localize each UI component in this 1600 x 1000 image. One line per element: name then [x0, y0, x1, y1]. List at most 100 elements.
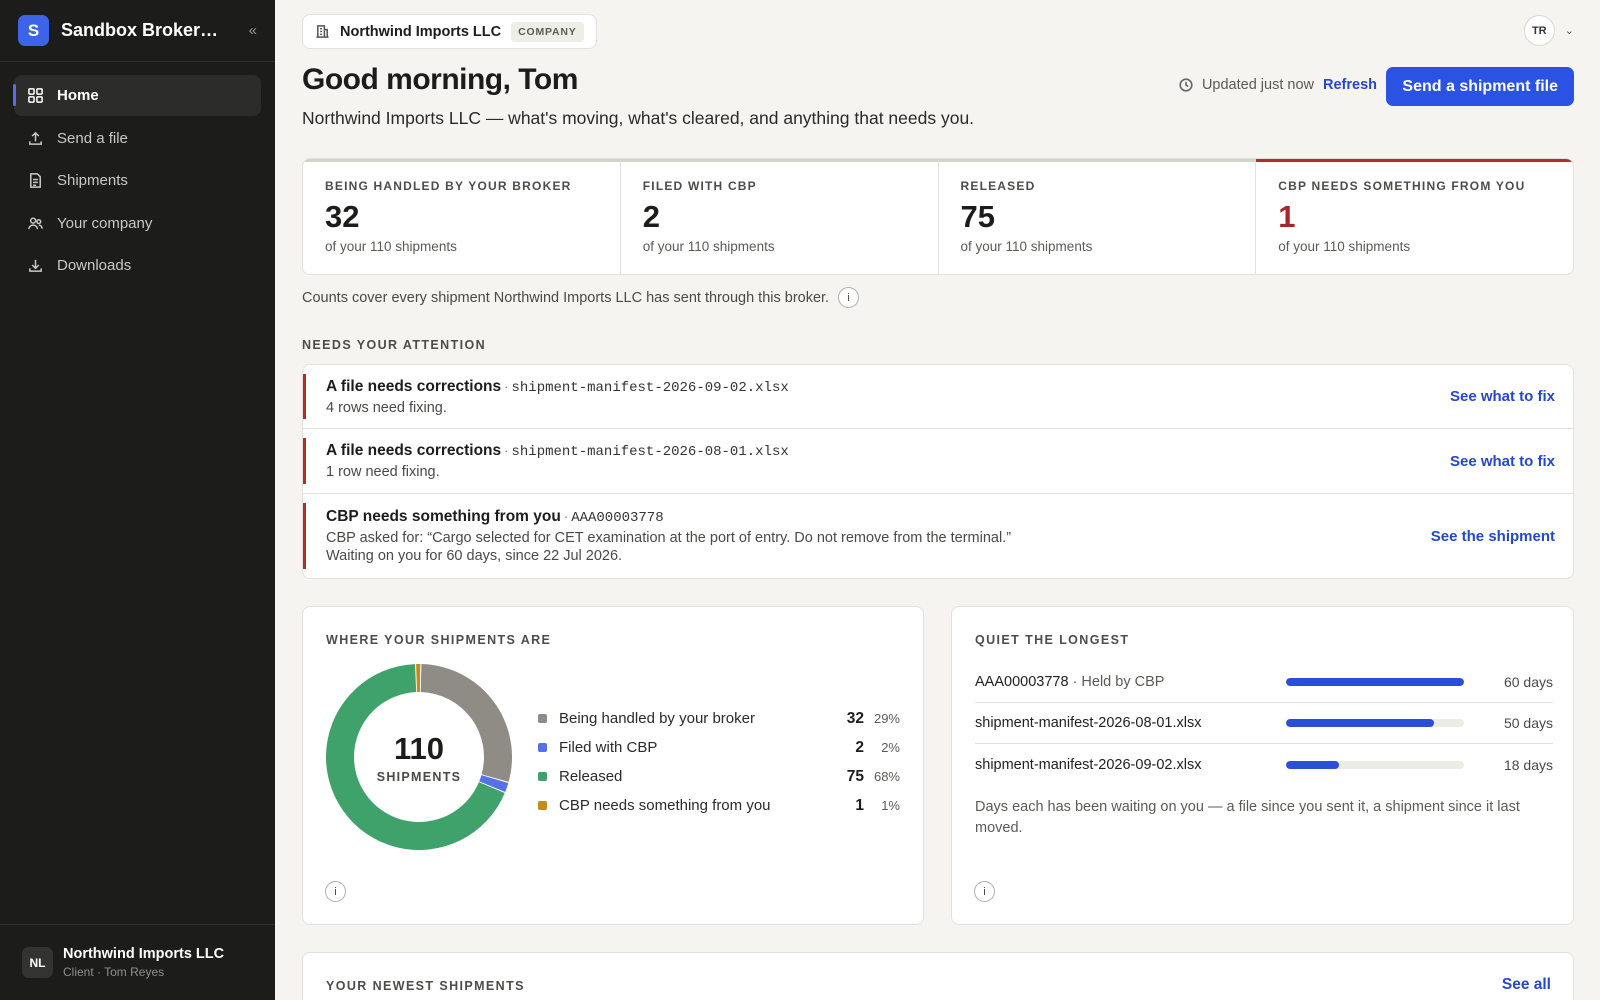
- stat-label: BEING HANDLED BY YOUR BROKER: [325, 179, 572, 193]
- clock-icon: [1179, 78, 1193, 92]
- quiet-item-ref: AAA00003778: [975, 674, 1069, 690]
- company-tag: COMPANY: [511, 21, 584, 42]
- stat-label: CBP NEEDS SOMETHING FROM YOU: [1278, 179, 1526, 193]
- refresh-button[interactable]: Refresh: [1323, 77, 1377, 93]
- donut-slice-1: [420, 664, 512, 782]
- info-icon[interactable]: i: [325, 881, 346, 902]
- sidebar-item-downloads[interactable]: Downloads: [14, 245, 261, 286]
- attention-item[interactable]: A file needs corrections · shipment-manife…: [303, 429, 1573, 494]
- legend-label: Released: [559, 768, 623, 785]
- chart-legend: Being handled by your broker 32 29% File…: [538, 704, 900, 820]
- legend-swatch: [538, 772, 547, 781]
- separator: ·: [563, 509, 569, 524]
- see-all-link[interactable]: See all: [1501, 976, 1551, 993]
- sidebar-item-label: Your company: [57, 214, 153, 232]
- quiet-row[interactable]: shipment-manifest-2026-09-02.xlsx 18 day…: [975, 744, 1553, 785]
- stat-sub: of your 110 shipments: [642, 239, 775, 254]
- quiet-item-ref: shipment-manifest-2026-08-01.xlsx: [975, 715, 1202, 731]
- card-title: WHERE YOUR SHIPMENTS ARE: [326, 633, 552, 647]
- sidebar-item-label: Home: [57, 87, 99, 104]
- legend-swatch: [538, 743, 547, 752]
- quiet-item-ref: shipment-manifest-2026-09-02.xlsx: [975, 756, 1202, 773]
- sidebar-item-home[interactable]: Home: [13, 75, 261, 116]
- shipments-distribution-card: WHERE YOUR SHIPMENTS ARE 110 SHIPMENTS B…: [302, 606, 924, 925]
- legend-count: 75: [846, 767, 864, 785]
- attention-reference: AAA00003778: [571, 510, 664, 526]
- user-menu[interactable]: TR ⌄: [1523, 15, 1574, 46]
- stat-cbp-needs-you[interactable]: CBP NEEDS SOMETHING FROM YOU 1 of your 1…: [1256, 159, 1573, 274]
- attention-item[interactable]: CBP needs something from you · AAA00003778…: [303, 494, 1573, 578]
- company-name: Northwind Imports LLC: [340, 23, 502, 40]
- quiet-days-fill: [1286, 760, 1340, 769]
- quiet-row[interactable]: AAA00003778 · Held by CBP 60 days: [975, 662, 1553, 703]
- quiet-days-bar: [1286, 760, 1464, 769]
- stat-released[interactable]: RELEASED 75 of your 110 shipments: [938, 159, 1257, 274]
- quiet-days: 60 days: [1503, 674, 1553, 690]
- info-icon[interactable]: i: [838, 287, 860, 308]
- quiet-item-name: shipment-manifest-2026-08-01.xlsx: [975, 715, 1286, 731]
- attention-list: A file needs corrections · shipment-manife…: [302, 364, 1574, 579]
- card-title: QUIET THE LONGEST: [975, 633, 1130, 647]
- account-name: Northwind Imports LLC: [63, 946, 225, 962]
- see-the-shipment-link[interactable]: See the shipment: [1430, 527, 1555, 545]
- updated-text: Updated just now: [1201, 77, 1314, 93]
- stat-value: 32: [325, 199, 360, 234]
- attention-item[interactable]: A file needs corrections · shipment-manife…: [303, 365, 1573, 429]
- donut-slice-4: [416, 664, 421, 693]
- donut-total: 110: [393, 730, 444, 766]
- attention-title: A file needs corrections: [326, 442, 502, 459]
- attention-heading: NEEDS YOUR ATTENTION: [302, 338, 487, 352]
- company-selector[interactable]: Northwind Imports LLC COMPANY: [302, 14, 597, 49]
- stat-sub: of your 110 shipments: [1278, 239, 1411, 254]
- attention-body: A file needs corrections · shipment-manife…: [326, 378, 1450, 416]
- see-what-to-fix-link[interactable]: See what to fix: [1449, 388, 1555, 405]
- stat-filed-with-cbp[interactable]: FILED WITH CBP 2 of your 110 shipments: [620, 159, 939, 274]
- donut-slice-2: [479, 775, 509, 792]
- attention-description: CBP asked for: “Cargo selected for CET e…: [326, 530, 1012, 546]
- legend-count: 32: [846, 709, 864, 727]
- info-icon[interactable]: i: [974, 881, 995, 902]
- sidebar-item-shipments[interactable]: Shipments: [14, 160, 261, 201]
- legend-count: 2: [855, 738, 864, 756]
- account-switcher[interactable]: NL Northwind Imports LLC Client · Tom Re…: [0, 924, 275, 1000]
- quiet-item-note: · Held by CBP: [1072, 674, 1165, 690]
- attention-title: CBP needs something from you: [326, 508, 561, 525]
- sidebar-item-your-company[interactable]: Your company: [14, 203, 261, 244]
- legend-percent: 1%: [881, 798, 900, 813]
- quiet-item-name: AAA00003778 · Held by CBP: [975, 674, 1286, 690]
- status-summary: BEING HANDLED BY YOUR BROKER 32 of your …: [302, 158, 1574, 275]
- stat-label: RELEASED: [960, 179, 1036, 193]
- quiet-days-bar: [1286, 678, 1464, 686]
- legend-item: Released 75 68%: [538, 762, 900, 791]
- building-icon: [315, 24, 330, 39]
- see-what-to-fix-link[interactable]: See what to fix: [1449, 452, 1555, 470]
- attention-reference: shipment-manifest-2026-09-02.xlsx: [511, 379, 789, 396]
- donut-chart-svg: [326, 664, 512, 850]
- attention-description: 4 rows need fixing.: [326, 399, 447, 416]
- quiet-list: AAA00003778 · Held by CBP 60 days shipme…: [975, 662, 1553, 785]
- account-info: Northwind Imports LLC Client · Tom Reyes: [63, 946, 224, 979]
- send-shipment-file-button[interactable]: Send a shipment file: [1386, 67, 1574, 106]
- newest-shipments-card: YOUR NEWEST SHIPMENTS See all: [302, 952, 1574, 1000]
- document-icon: [26, 172, 44, 190]
- page-subtitle: Northwind Imports LLC — what's moving, w…: [302, 108, 975, 128]
- quiet-days-bar: [1286, 719, 1464, 727]
- download-icon: [26, 257, 44, 275]
- legend-item: Filed with CBP 2 2%: [538, 733, 900, 762]
- card-title: YOUR NEWEST SHIPMENTS: [326, 979, 525, 993]
- legend-percent: 2%: [881, 740, 900, 755]
- sidebar-item-send-file[interactable]: Send a file: [14, 118, 261, 159]
- brand-header: S Sandbox Brokerage «: [0, 0, 275, 62]
- legend-swatch: [538, 801, 547, 810]
- donut-center: 110 SHIPMENTS: [326, 664, 512, 850]
- legend-percent: 29%: [873, 711, 900, 726]
- legend-item: Being handled by your broker 32 29%: [538, 704, 900, 733]
- stat-label: FILED WITH CBP: [642, 179, 757, 193]
- quiet-row[interactable]: shipment-manifest-2026-08-01.xlsx 50 day…: [975, 703, 1553, 744]
- stat-being-handled[interactable]: BEING HANDLED BY YOUR BROKER 32 of your …: [303, 159, 621, 274]
- avatar: NL: [22, 947, 53, 978]
- double-chevron-left-icon[interactable]: «: [248, 22, 257, 39]
- account-role: Client · Tom Reyes: [63, 965, 165, 979]
- quiet-days: 18 days: [1503, 756, 1553, 773]
- brand-logo[interactable]: S: [18, 15, 49, 46]
